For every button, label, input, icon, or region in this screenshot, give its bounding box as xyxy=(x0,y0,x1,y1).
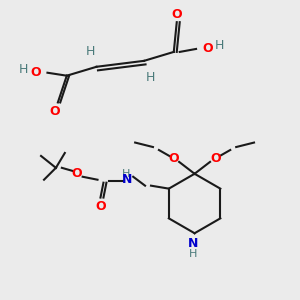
Text: O: O xyxy=(171,8,182,21)
Text: H: H xyxy=(86,45,95,58)
Text: O: O xyxy=(202,42,213,56)
Text: O: O xyxy=(30,66,41,79)
Text: N: N xyxy=(122,173,132,186)
Text: O: O xyxy=(71,167,82,180)
Text: O: O xyxy=(95,200,106,213)
Text: O: O xyxy=(210,152,221,165)
Text: O: O xyxy=(169,152,179,165)
Text: H: H xyxy=(215,40,224,52)
Text: H: H xyxy=(122,169,130,179)
Text: H: H xyxy=(145,71,155,84)
Text: N: N xyxy=(188,237,198,250)
Text: O: O xyxy=(50,105,60,118)
Text: H: H xyxy=(189,249,197,259)
Text: H: H xyxy=(19,63,28,76)
